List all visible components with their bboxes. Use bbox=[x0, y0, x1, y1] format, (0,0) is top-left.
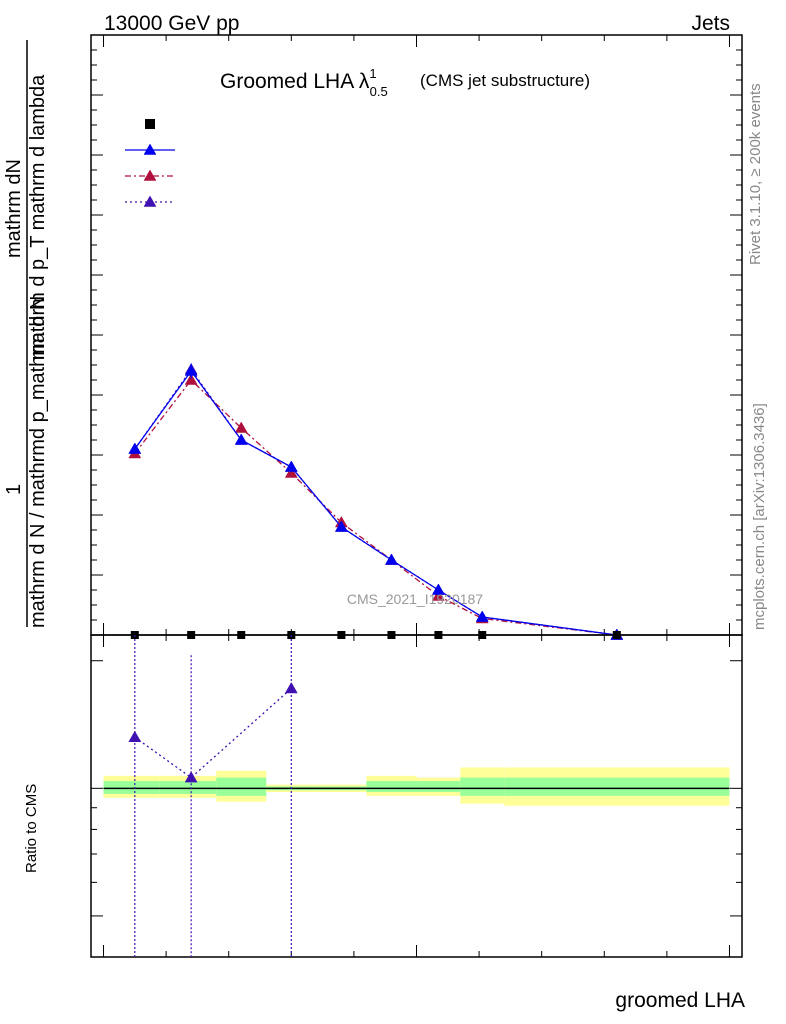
data-point bbox=[184, 373, 198, 385]
ratio-data-point bbox=[128, 730, 142, 742]
y-axis-label-line1: mathrm dN bbox=[3, 159, 25, 258]
data-point bbox=[334, 520, 348, 532]
data-point bbox=[475, 610, 489, 622]
legend bbox=[125, 119, 175, 207]
top-frame bbox=[90, 34, 743, 636]
x-axis-label: groomed LHA bbox=[615, 989, 745, 1012]
chart-watermark: CMS_2021_I1920187 bbox=[347, 591, 483, 607]
header-left-label: 13000 GeV pp bbox=[104, 12, 239, 35]
data-point bbox=[234, 433, 248, 445]
header-right-label: Jets bbox=[691, 12, 730, 35]
uncertainty-band-green bbox=[103, 781, 160, 794]
data-point bbox=[234, 421, 248, 433]
data-point bbox=[431, 583, 445, 595]
chart-subtitle: (CMS jet substructure) bbox=[420, 71, 590, 90]
y-axis-label-numerator: 1 bbox=[3, 484, 25, 495]
data-point bbox=[184, 364, 198, 376]
main-plot-panel bbox=[90, 34, 743, 640]
uncertainty-band-green bbox=[504, 777, 730, 796]
uncertainty-band-green bbox=[416, 781, 461, 793]
y-axis-label-main: mathrm d N / mathrmd p_mathrm d N bbox=[27, 296, 49, 628]
ratio-plot-panel bbox=[90, 634, 743, 958]
uncertainty-band-green bbox=[159, 781, 217, 794]
ratio-data-point bbox=[284, 681, 298, 694]
data-point bbox=[128, 442, 142, 454]
data-point bbox=[385, 553, 398, 565]
y-axis-label-secondary: mathrm d p_T mathrm d lambda bbox=[27, 74, 49, 360]
uncertainty-band-green bbox=[216, 777, 267, 796]
mcplots-label: mcplots.cern.ch [arXiv:1306.3436] bbox=[751, 403, 768, 630]
ratio-y-axis-label: Ratio to CMS bbox=[23, 784, 40, 873]
ratio-data-point bbox=[184, 771, 198, 783]
ratio-series-line bbox=[134, 688, 292, 779]
chart-title: Groomed LHA λ1 0.5 bbox=[220, 66, 388, 99]
data-point bbox=[284, 460, 298, 472]
legend-marker bbox=[143, 169, 157, 181]
data-point bbox=[284, 466, 298, 478]
legend-marker-cms bbox=[145, 119, 155, 129]
uncertainty-band-green bbox=[460, 777, 505, 796]
legend-marker bbox=[143, 195, 157, 207]
rivet-label: Rivet 3.1.10, ≥ 200k events bbox=[747, 83, 764, 265]
data-point bbox=[431, 589, 445, 601]
legend-marker bbox=[143, 143, 157, 155]
uncertainty-band-green bbox=[366, 781, 417, 793]
